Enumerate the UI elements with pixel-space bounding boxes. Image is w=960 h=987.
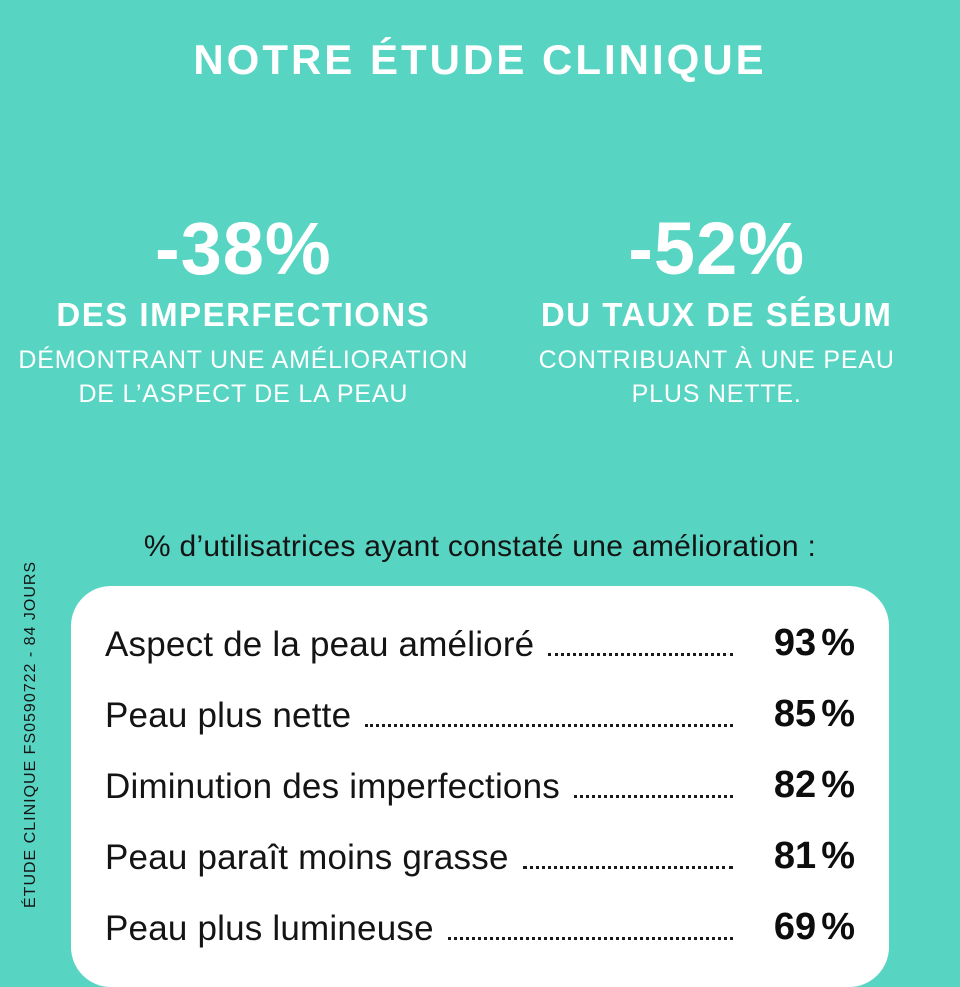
result-label: Peau paraît moins grasse (105, 837, 509, 877)
result-row: Aspect de la peau amélioré 93% (105, 608, 855, 679)
dot-leader (522, 865, 733, 869)
result-number: 81 (773, 834, 817, 877)
stats-section: -38% DES IMPERFECTIONS DÉMONTRANT UNE AM… (0, 212, 960, 412)
page-title: NOTRE ÉTUDE CLINIQUE (193, 36, 767, 83)
stat-imperfections-value: -38% (154, 207, 332, 290)
result-row: Peau plus lumineuse 69% (105, 892, 855, 963)
result-percent-sign: % (821, 834, 855, 877)
result-number: 93 (773, 621, 817, 664)
result-number: 69 (773, 905, 817, 948)
result-number: 85 (773, 692, 817, 735)
result-value: 85% (747, 693, 855, 736)
stat-sebum-description: CONTRIBUANT À UNE PEAU PLUS NETTE. (538, 346, 895, 408)
study-reference-footnote: ÉTUDE CLINIQUE FS0590722 - 84 JOURS (22, 560, 39, 908)
dot-leader (573, 794, 733, 798)
result-label: Diminution des imperfections (105, 766, 560, 806)
result-label: Aspect de la peau amélioré (105, 624, 535, 664)
result-value: 81% (747, 835, 855, 878)
stat-sebum: -52% DU TAUX DE SÉBUM CONTRIBUANT À UNE … (487, 212, 947, 412)
result-label: Peau plus lumineuse (105, 908, 434, 948)
results-card: Aspect de la peau amélioré 93% Peau plus… (71, 585, 889, 987)
result-number: 82 (773, 763, 817, 806)
infographic-background: { "colors": { "background": "#58D4C3", "… (0, 36, 960, 987)
result-label: Peau plus nette (105, 695, 352, 735)
result-percent-sign: % (821, 905, 855, 948)
result-percent-sign: % (821, 763, 855, 806)
result-row: Diminution des imperfections 82% (105, 750, 855, 821)
result-value: 93% (747, 622, 855, 665)
stat-sebum-headline: DU TAUX DE SÉBUM (540, 296, 893, 333)
stat-imperfections-headline: DES IMPERFECTIONS (56, 296, 431, 333)
dot-leader (447, 936, 733, 940)
result-row: Peau plus nette 85% (105, 679, 855, 750)
result-percent-sign: % (821, 621, 855, 664)
result-value: 82% (747, 764, 855, 807)
stat-sebum-value: -52% (628, 207, 806, 290)
result-value: 69% (747, 906, 855, 949)
dot-leader (548, 652, 733, 656)
result-row: Peau paraît moins grasse 81% (105, 821, 855, 892)
result-percent-sign: % (821, 692, 855, 735)
stat-imperfections-description: DÉMONTRANT UNE AMÉLIORATION DE L’ASPECT … (18, 346, 469, 408)
results-heading: % d’utilisatrices ayant constaté une amé… (143, 529, 817, 563)
stat-imperfections: -38% DES IMPERFECTIONS DÉMONTRANT UNE AM… (13, 212, 473, 412)
dot-leader (365, 723, 733, 727)
